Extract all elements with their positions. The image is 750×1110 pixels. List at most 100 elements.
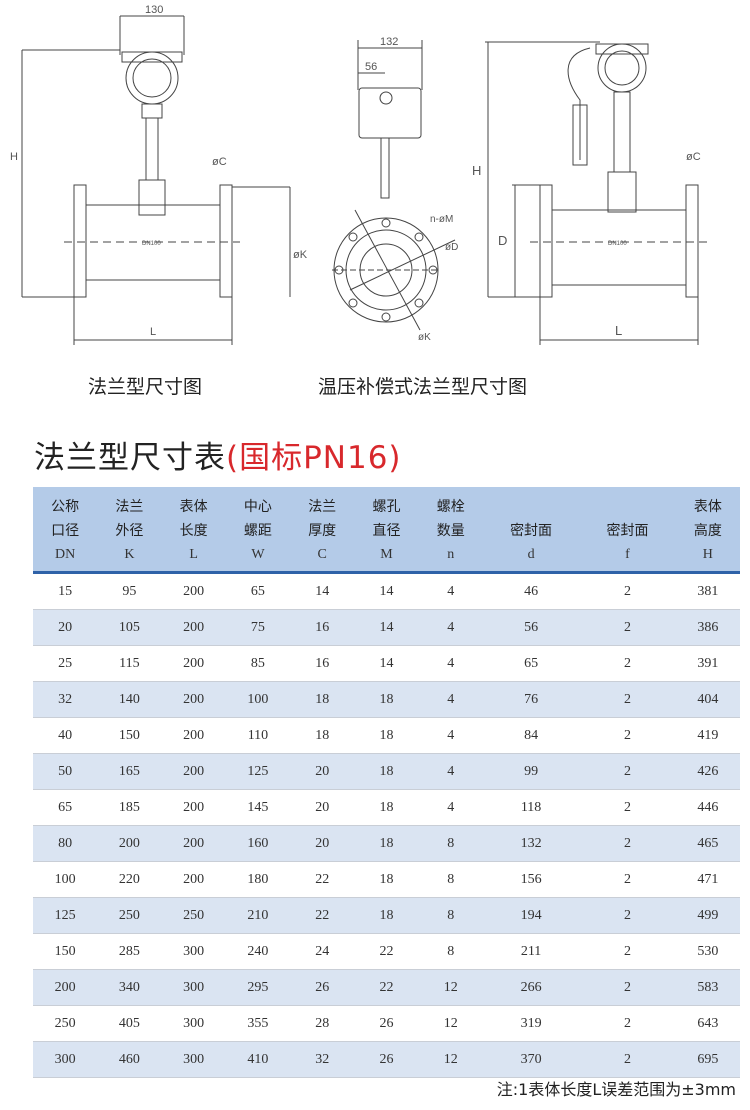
table-cell: 16	[290, 645, 355, 682]
table-cell: 300	[161, 969, 226, 1006]
table-cell: 22	[354, 969, 419, 1006]
table-cell: 410	[225, 1041, 291, 1078]
table-cell: 2	[579, 825, 676, 862]
header-line2: 密封面	[606, 523, 649, 539]
table-cell: 85	[225, 645, 291, 682]
table-cell: 240	[225, 933, 291, 970]
table-cell: 150	[33, 933, 98, 970]
table-cell: 419	[675, 717, 740, 754]
svg-text:DN100: DN100	[142, 241, 161, 247]
table-cell: 465	[675, 825, 740, 862]
table-cell: 643	[675, 1005, 740, 1042]
table-row: 65 185 200 145 20 18 4 118 2 446	[33, 789, 740, 826]
table-cell: 4	[418, 609, 483, 646]
table-cell: 340	[97, 969, 162, 1006]
table-cell: 499	[675, 897, 740, 934]
table-row: 20 105 200 75 16 14 4 56 2 386	[33, 609, 740, 646]
header-symbol: DN	[55, 547, 76, 562]
table-cell: 211	[482, 933, 580, 970]
table-cell: 65	[482, 645, 580, 682]
table-cell: 200	[161, 789, 226, 826]
table-cell: 200	[161, 609, 226, 646]
table-row: 40 150 200 110 18 18 4 84 2 419	[33, 717, 740, 754]
svg-text:L: L	[150, 326, 156, 338]
table-title-main: 法兰型尺寸表	[34, 440, 226, 476]
table-cell: 250	[33, 1005, 98, 1042]
table-cell: 2	[579, 753, 676, 790]
svg-text:56: 56	[365, 61, 377, 73]
dimension-table: 公称 口径 DN 法兰 外径 K 表体 长度 L 中心 螺距 W 法兰 厚度 C 螺孔 直径 M 螺栓 数量 n 密封面 d…	[33, 487, 740, 1078]
table-cell: 50	[33, 753, 98, 790]
table-cell: 391	[675, 645, 740, 682]
table-cell: 194	[482, 897, 580, 934]
table-cell: 100	[225, 681, 291, 718]
table-cell: 12	[418, 1041, 483, 1078]
column-header: 密封面 d	[482, 487, 580, 574]
header-line1: 公称	[51, 499, 80, 515]
table-cell: 40	[33, 717, 98, 754]
table-cell: 125	[33, 897, 98, 934]
header-symbol: d	[527, 547, 535, 562]
table-cell: 20	[290, 789, 355, 826]
header-symbol: f	[625, 547, 630, 562]
table-cell: 95	[97, 572, 162, 610]
table-cell: 18	[290, 681, 355, 718]
header-line1: 螺孔	[372, 499, 401, 515]
table-cell: 200	[161, 681, 226, 718]
flange-type-drawing: 130 H DN100 øC øK L	[10, 4, 308, 345]
table-cell: 200	[161, 861, 226, 898]
table-cell: 140	[97, 681, 162, 718]
side-view-drawing: 132 56 n-øM øD øK	[332, 36, 458, 343]
header-line1: 螺栓	[436, 499, 465, 515]
table-cell: 370	[482, 1041, 580, 1078]
header-line2: 高度	[693, 523, 722, 539]
table-cell: 2	[579, 572, 676, 610]
table-cell: 26	[354, 1041, 419, 1078]
table-cell: 200	[161, 717, 226, 754]
table-cell: 115	[97, 645, 162, 682]
header-line2: 厚度	[308, 523, 337, 539]
table-cell: 76	[482, 681, 580, 718]
table-row: 200 340 300 295 26 22 12 266 2 583	[33, 969, 740, 1006]
table-cell: 65	[225, 572, 291, 610]
table-cell: 80	[33, 825, 98, 862]
table-header-row: 公称 口径 DN 法兰 外径 K 表体 长度 L 中心 螺距 W 法兰 厚度 C 螺孔 直径 M 螺栓 数量 n 密封面 d…	[33, 487, 740, 574]
table-cell: 2	[579, 1005, 676, 1042]
table-cell: 18	[290, 717, 355, 754]
table-cell: 8	[418, 897, 483, 934]
column-header: 螺孔 直径 M	[354, 487, 419, 574]
svg-text:D: D	[498, 233, 507, 248]
header-line2: 口径	[51, 523, 80, 539]
header-symbol: C	[317, 547, 327, 562]
table-cell: 105	[97, 609, 162, 646]
header-line1: 法兰	[308, 499, 337, 515]
table-cell: 18	[354, 897, 419, 934]
table-cell: 20	[290, 825, 355, 862]
table-title: 法兰型尺寸表(国标PN16)	[34, 432, 402, 477]
table-cell: 404	[675, 681, 740, 718]
table-cell: 2	[579, 897, 676, 934]
table-cell: 156	[482, 861, 580, 898]
table-cell: 300	[161, 933, 226, 970]
table-cell: 200	[33, 969, 98, 1006]
column-header: 密封面 f	[579, 487, 676, 574]
caption-compensated-type: 温压补偿式法兰型尺寸图	[318, 376, 528, 398]
table-cell: 4	[418, 789, 483, 826]
column-header: 法兰厚度 C	[290, 487, 355, 574]
table-cell: 14	[290, 572, 355, 610]
table-cell: 118	[482, 789, 580, 826]
table-cell: 2	[579, 789, 676, 826]
table-cell: 530	[675, 933, 740, 970]
table-cell: 22	[354, 933, 419, 970]
header-symbol: W	[251, 547, 265, 562]
table-cell: 132	[482, 825, 580, 862]
header-symbol: L	[189, 547, 198, 562]
table-cell: 300	[161, 1005, 226, 1042]
table-cell: 180	[225, 861, 291, 898]
table-cell: 4	[418, 717, 483, 754]
table-cell: 405	[97, 1005, 162, 1042]
header-line2: 螺距	[243, 523, 272, 539]
table-cell: 319	[482, 1005, 580, 1042]
table-cell: 355	[225, 1005, 291, 1042]
table-cell: 2	[579, 1041, 676, 1078]
